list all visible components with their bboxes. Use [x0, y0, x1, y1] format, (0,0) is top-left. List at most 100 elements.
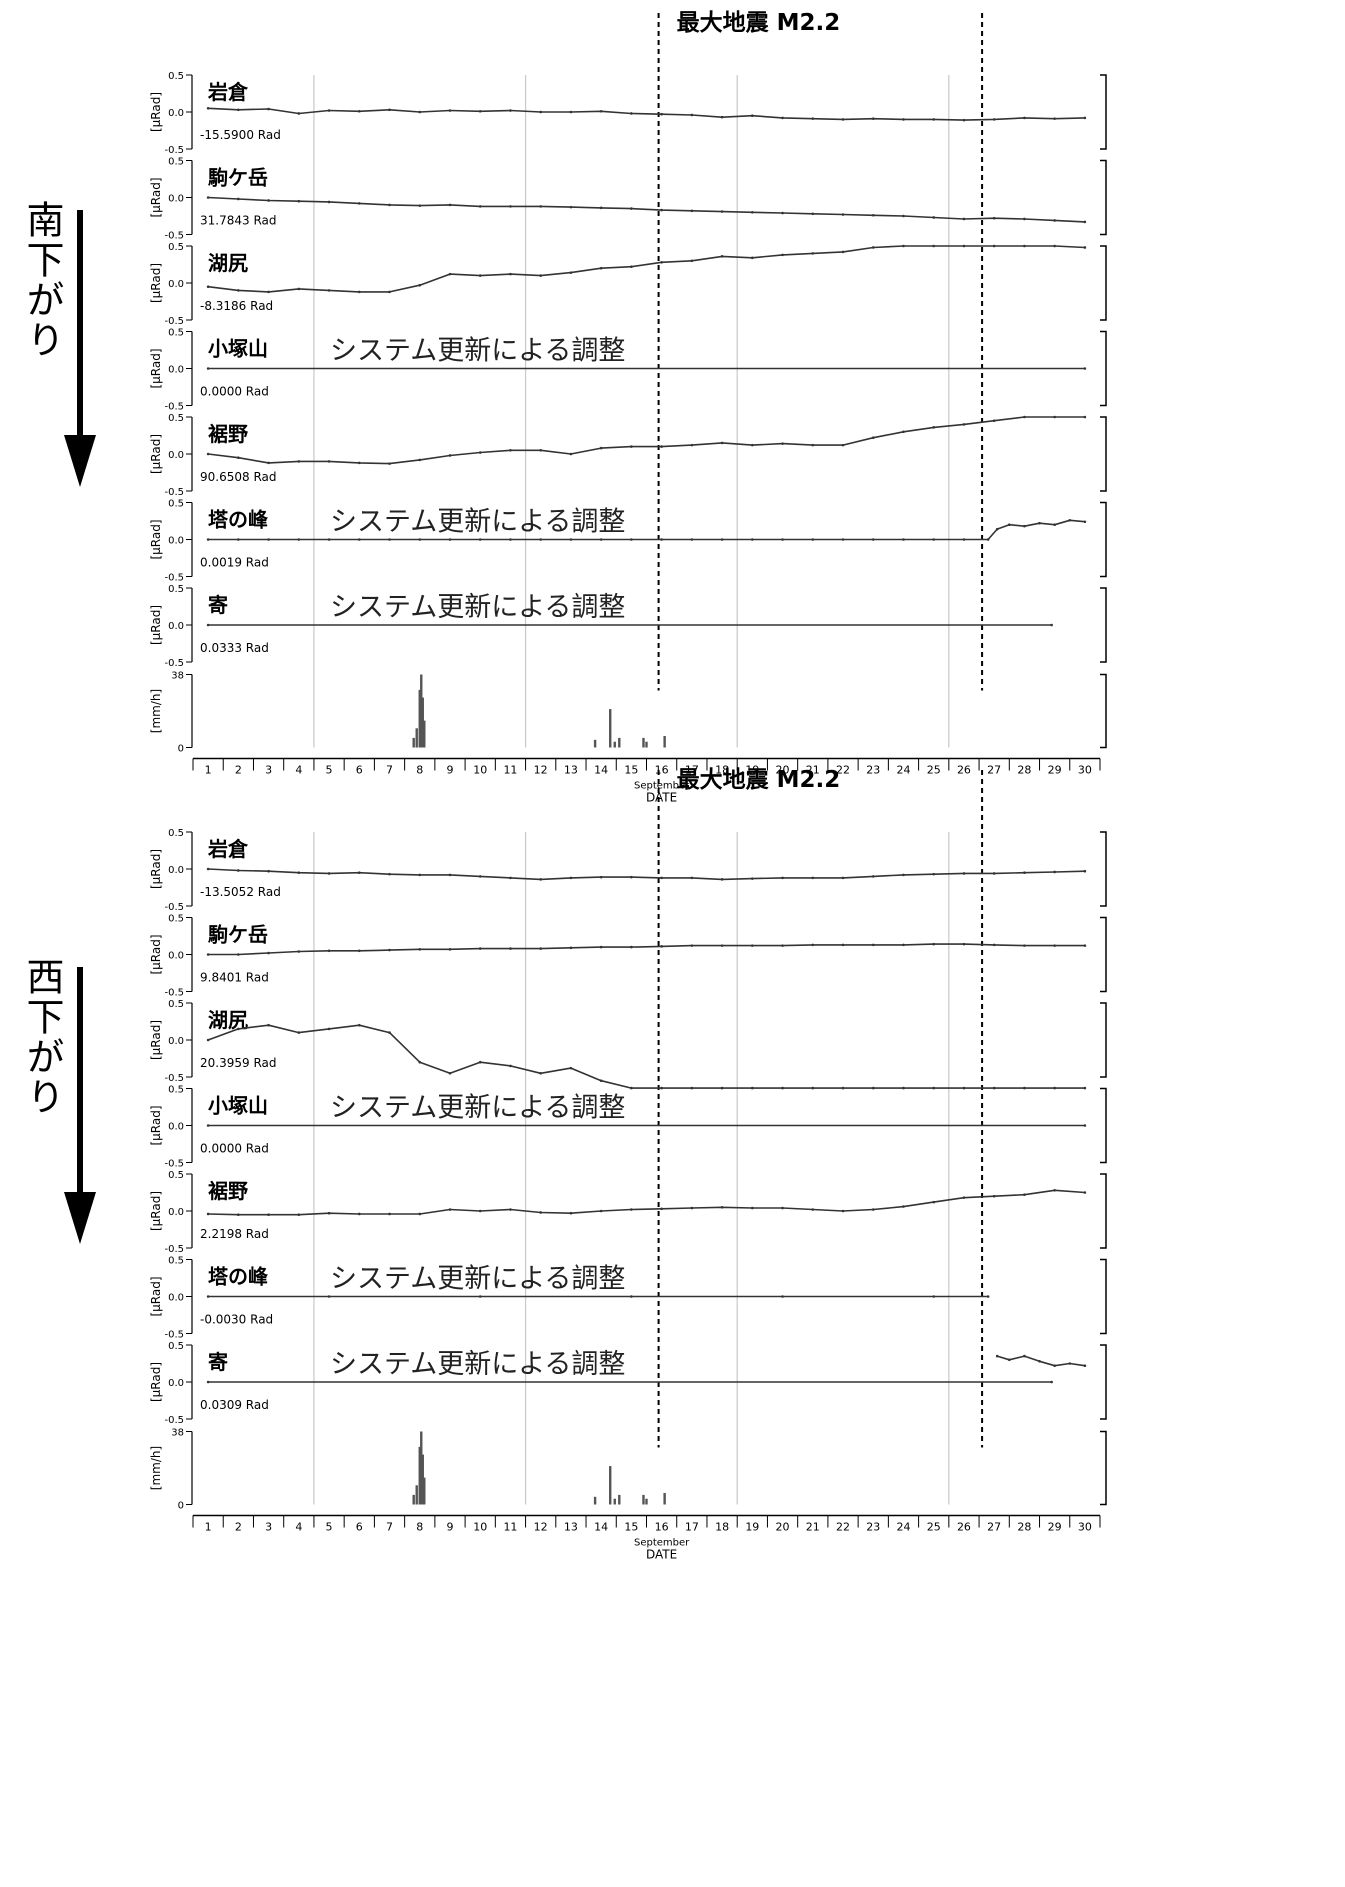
data-point [237, 289, 240, 292]
data-point [781, 442, 784, 445]
y-tick-label: 0.0 [168, 1207, 184, 1218]
x-tick-label: 21 [806, 1521, 820, 1534]
y-tick-label: -0.5 [164, 1073, 184, 1084]
data-point [509, 109, 512, 112]
data-point [297, 460, 301, 463]
right-bracket [1100, 673, 1107, 749]
series-line [208, 107, 1085, 121]
right-bracket [1100, 74, 1107, 150]
data-point [509, 876, 512, 880]
y-tick-label: -0.5 [164, 1244, 184, 1255]
tilt-panel: 0.5 0.0 -0.5 [μRad] 裾野 2.2198 Rad [149, 1170, 1107, 1255]
data-point [690, 1086, 694, 1090]
y-tick-label: -0.5 [164, 316, 184, 327]
offset-value: 2.2198 Rad [200, 1227, 269, 1241]
y-tick-label: 0.5 [168, 584, 184, 595]
data-point [418, 948, 422, 951]
rain-bar [663, 1492, 666, 1505]
rain-bar [609, 1466, 612, 1505]
x-tick-label: 11 [503, 1521, 517, 1534]
data-point [995, 1354, 999, 1358]
data-point [992, 216, 996, 220]
data-point [902, 1086, 905, 1090]
data-point [1053, 870, 1056, 874]
data-point [267, 199, 270, 202]
data-point [327, 109, 331, 112]
data-point [327, 200, 331, 204]
x-tick-label: 29 [1048, 1521, 1062, 1534]
data-point [1083, 1364, 1087, 1368]
x-tick-label: 30 [1078, 1521, 1092, 1534]
data-point [539, 274, 542, 277]
data-point [841, 213, 845, 216]
data-point [932, 538, 936, 541]
data-point [720, 210, 724, 213]
x-tick-label: 23 [866, 1521, 880, 1534]
data-point [267, 1213, 270, 1216]
y-axis-label: [μRad] [149, 934, 163, 974]
data-point [267, 1023, 270, 1027]
y-tick-label: 0.0 [168, 279, 184, 290]
x-tick-label: 1 [205, 764, 212, 777]
right-bracket [1100, 501, 1107, 578]
adjustment-note: システム更新による調整 [330, 1349, 625, 1380]
data-point [206, 867, 210, 871]
adjustment-note: システム更新による調整 [330, 1264, 625, 1295]
data-point [811, 1208, 815, 1211]
data-point [388, 872, 391, 876]
offset-value: 0.0000 Rad [200, 385, 269, 399]
data-point [1053, 219, 1056, 222]
data-point [357, 1023, 361, 1027]
data-point [630, 875, 633, 879]
right-bracket [1100, 1002, 1107, 1078]
x-tick-label: 13 [564, 1521, 578, 1534]
data-point [206, 1380, 210, 1384]
data-point [569, 452, 573, 456]
data-point [206, 623, 210, 627]
data-point [751, 1086, 754, 1090]
x-tick-label: 17 [685, 764, 699, 777]
data-point [690, 876, 694, 880]
data-point [237, 953, 240, 956]
data-point [962, 118, 966, 122]
data-point [237, 1213, 240, 1216]
y-tick-label: 0.0 [168, 1293, 184, 1304]
data-point [811, 876, 815, 880]
y-tick-label: -0.5 [164, 487, 184, 498]
data-point [478, 875, 482, 878]
data-point [1023, 1193, 1026, 1197]
data-point [569, 876, 573, 880]
rain-bar [593, 739, 597, 748]
data-point [388, 948, 391, 952]
data-point [630, 538, 633, 541]
tilt-panel: 0.5 0.0 -0.5 [μRad] 塔の峰 0.0019 Rad システム更新による調整 [149, 499, 1107, 584]
data-point [811, 538, 815, 541]
data-point [569, 110, 573, 114]
data-point [448, 1072, 452, 1075]
data-point [932, 1086, 936, 1090]
data-point [237, 456, 240, 460]
data-point [690, 538, 694, 541]
offset-value: 20.3959 Rad [200, 1056, 276, 1070]
data-point [297, 950, 301, 953]
data-point [357, 871, 361, 874]
data-point [962, 244, 966, 248]
x-tick-label: 6 [356, 764, 363, 777]
station-name: 小塚山 [208, 337, 268, 361]
station-name: 塔の峰 [208, 1265, 268, 1289]
x-tick-label: 19 [745, 1521, 759, 1534]
adjustment-note: システム更新による調整 [330, 336, 625, 367]
offset-value: -8.3186 Rad [200, 299, 273, 313]
y-axis-label: [μRad] [149, 1191, 163, 1231]
data-point [690, 1206, 694, 1210]
data-point [871, 943, 875, 947]
data-point [206, 285, 210, 289]
data-point [267, 290, 270, 294]
data-point [932, 1200, 936, 1204]
x-tick-label: 27 [987, 1521, 1001, 1534]
data-point [781, 211, 784, 215]
right-bracket [1100, 245, 1107, 321]
rain-bar [418, 1446, 421, 1505]
direction-arrow-head [64, 435, 96, 487]
